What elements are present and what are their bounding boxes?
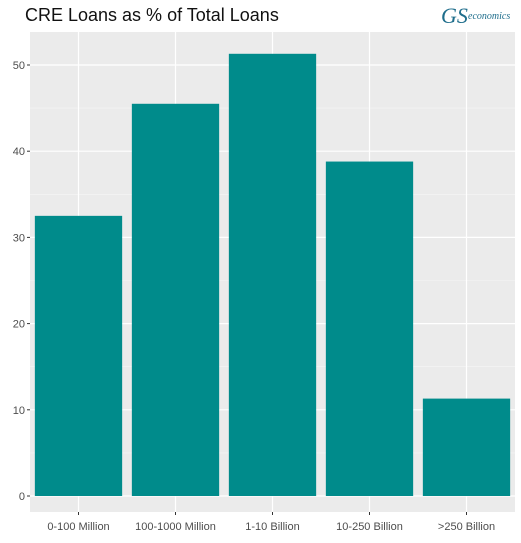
bar xyxy=(228,53,317,496)
x-tick-label: 10-250 Billion xyxy=(336,521,403,533)
logo-monogram: GS xyxy=(441,3,468,28)
y-tick-label: 0 xyxy=(19,491,25,503)
bar xyxy=(325,161,414,496)
x-tick-label: 100-1000 Million xyxy=(135,521,216,533)
bars xyxy=(34,53,511,496)
y-tick-label: 50 xyxy=(13,60,25,72)
bar xyxy=(34,215,123,496)
x-axis: 0-100 Million 100-1000 Million 1-10 Billio… xyxy=(47,512,495,533)
x-tick-label: 0-100 Million xyxy=(47,521,109,533)
x-tick-label: 1-10 Billion xyxy=(245,521,299,533)
logo-text: economics xyxy=(468,11,510,22)
y-tick-label: 10 xyxy=(13,405,25,417)
y-tick-label: 30 xyxy=(13,232,25,244)
x-tick-label: >250 Billion xyxy=(438,521,495,533)
bar xyxy=(422,398,511,496)
y-tick-label: 40 xyxy=(13,146,25,158)
gs-economics-logo: GS economics xyxy=(441,3,510,28)
bar xyxy=(131,103,220,496)
y-axis: 0 10 20 30 40 50 xyxy=(13,60,30,503)
chart-title: CRE Loans as % of Total Loans xyxy=(25,5,279,25)
y-tick-label: 20 xyxy=(13,319,25,331)
